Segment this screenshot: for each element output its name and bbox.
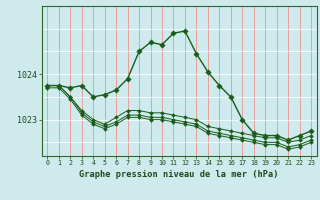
X-axis label: Graphe pression niveau de la mer (hPa): Graphe pression niveau de la mer (hPa) xyxy=(79,170,279,179)
